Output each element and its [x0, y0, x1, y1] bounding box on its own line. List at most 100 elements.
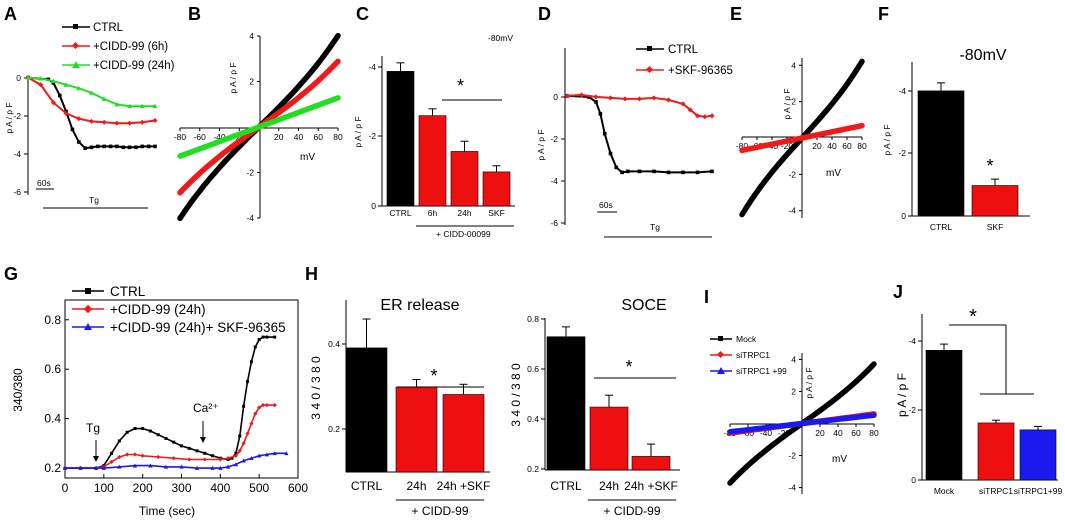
d-point — [620, 170, 624, 175]
g-point — [93, 465, 99, 470]
d-point — [607, 95, 614, 101]
panel-d: 0 -2 -4 -6 p A / p F 60s Tg CTRL +SKF-96… — [536, 44, 733, 238]
c-group-label: + CIDD-00099 — [436, 229, 491, 239]
b-ytick-label: -4 — [246, 213, 254, 223]
e-ytick-label: -4 — [788, 206, 796, 216]
panel-label-h: H — [305, 264, 318, 284]
i-xtick-label: 20 — [815, 428, 825, 438]
i-legend-sitrpc1: siTRPC1 — [736, 350, 770, 360]
g-point — [141, 427, 145, 431]
panel-label-j: J — [893, 282, 903, 302]
g-point — [148, 429, 152, 433]
b-ytick-label: 4 — [249, 31, 254, 41]
i-legend-mock: Mock — [736, 334, 757, 344]
g-point — [132, 463, 138, 468]
e-xtick-label: -20 — [781, 141, 794, 151]
g-point — [284, 451, 289, 456]
a-point — [83, 146, 87, 150]
b-ylabel: p A / p F — [228, 62, 238, 93]
i-xtick-label: 60 — [851, 428, 861, 438]
g-point — [117, 439, 121, 443]
j-category-label: Mock — [934, 486, 955, 496]
panel-c: -4 -2 0 p A / p F -80mV CTRL 6h 24h SKF + C… — [353, 33, 515, 239]
a-point — [89, 90, 94, 95]
g-point — [125, 430, 129, 434]
a-point — [38, 82, 44, 88]
h2-bar-0 — [546, 336, 586, 471]
e-xlabel: mV — [826, 168, 841, 179]
i-legend-marker-sitrpc1 — [716, 350, 725, 359]
g-point — [110, 451, 114, 455]
h2-ylabel: 3 4 0 / 3 8 0 — [509, 363, 523, 427]
g-annot-tg-arrowhead — [93, 456, 99, 462]
panel-label-f: F — [878, 4, 889, 24]
g-point — [164, 436, 168, 440]
f-category-label: SKF — [987, 222, 1004, 232]
g-annot-tg: Tg — [86, 421, 100, 435]
g-point — [125, 452, 130, 457]
j-ytick-label: 0 — [911, 475, 916, 485]
d-legend-marker-skf — [645, 65, 654, 74]
g-point — [272, 402, 277, 408]
a-point — [139, 103, 145, 109]
a-ytick-label: -2 — [13, 111, 21, 121]
panel-h-er-release: 0.4 0.2 3 4 0 / 3 8 0 ER release CTRL 24h… — [309, 297, 490, 518]
f-bar-group: CTRL SKF — [917, 82, 1019, 232]
d-point — [666, 170, 671, 175]
f-title: -80mV — [959, 47, 1006, 64]
c-title: -80mV — [488, 33, 513, 43]
g-point — [265, 335, 269, 339]
c-sig-star: * — [457, 76, 464, 96]
h2-ytick-label: 0.6 — [527, 364, 539, 374]
c-bar-1 — [418, 115, 447, 207]
a-point — [38, 75, 44, 81]
h1-sig-star: * — [430, 366, 437, 386]
d-point — [626, 169, 630, 174]
g-point — [171, 456, 176, 461]
a-point — [121, 145, 126, 150]
g-point — [261, 335, 265, 339]
j-category-label: siTRPC1+99 — [1014, 486, 1063, 496]
d-tg-label: Tg — [650, 222, 660, 232]
c-category-label: CTRL — [389, 208, 411, 218]
g-annot-ca: Ca²⁺ — [193, 401, 219, 415]
j-ytick-label: -2 — [908, 405, 916, 415]
b-xlabel: mV — [300, 152, 315, 163]
panel-label-d: D — [538, 4, 551, 24]
h1-bar-group: CTRL 24h 24h +SKF — [345, 318, 490, 493]
g-point — [132, 452, 138, 457]
b-series-2-line — [177, 95, 341, 159]
h2-category-label: 24h — [599, 479, 619, 493]
d-point — [665, 97, 672, 103]
panel-label-c: C — [356, 4, 369, 24]
h2-category-label: CTRL — [550, 479, 582, 493]
i-ylabel: p A / p F — [804, 367, 814, 398]
i-xlabel: mV — [832, 454, 847, 465]
d-legend-marker-ctrl — [647, 46, 652, 51]
d-point — [702, 114, 708, 120]
g-annot-ca-arrowhead — [200, 437, 206, 443]
b-xtick-label: 20 — [274, 132, 284, 142]
g-legend-marker-skf — [84, 323, 92, 330]
a-point — [101, 119, 107, 125]
b-xtick-label: 40 — [294, 132, 304, 142]
i-legend-sitrpc1-99: siTRPC1 +99 — [736, 366, 787, 376]
g-point — [218, 457, 223, 462]
d-point — [608, 151, 613, 156]
e-xtick-label: 80 — [857, 141, 867, 151]
g-point — [218, 465, 223, 470]
c-bar-group: CTRL 6h 24h SKF — [386, 62, 511, 218]
c-ytick-label: -2 — [368, 131, 376, 141]
g-legend-skf: +CIDD-99 (24h)+ SKF-96365 — [110, 320, 286, 335]
g-point — [210, 465, 215, 470]
g-point — [241, 458, 246, 463]
a-ytick-label: -6 — [13, 187, 21, 197]
g-point — [202, 457, 207, 462]
h1-group-label: + CIDD-99 — [411, 504, 468, 518]
g-point — [233, 462, 239, 467]
g-xtick-label: 100 — [94, 481, 114, 495]
a-point — [101, 96, 107, 102]
g-point — [163, 464, 169, 469]
g-ytick-label: 0.8 — [44, 313, 61, 327]
a-legend-marker-6h — [71, 41, 80, 50]
